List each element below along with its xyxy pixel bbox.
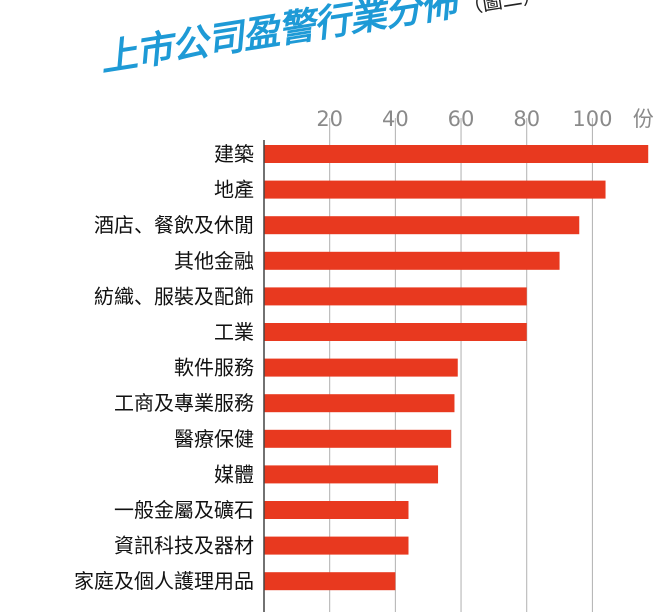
- category-label: 媒體: [214, 462, 254, 486]
- category-label: 軟件服務: [174, 356, 254, 380]
- bar: [264, 323, 527, 341]
- bar: [264, 251, 560, 270]
- category-label: 建築: [214, 142, 254, 166]
- x-tick-label: 80: [513, 107, 540, 131]
- bar: [264, 180, 606, 199]
- category-label: 地產: [214, 178, 254, 202]
- bar: [264, 536, 409, 555]
- bar: [264, 216, 580, 235]
- category-label: 資訊科技及器材: [114, 534, 254, 558]
- x-tick-label: 100: [572, 107, 612, 131]
- bar: [264, 394, 455, 413]
- category-label: 工商及專業服務: [114, 391, 254, 415]
- bar: [264, 358, 458, 377]
- x-axis-unit-label: 份: [633, 107, 654, 131]
- bar: [264, 572, 396, 591]
- bar: [264, 287, 527, 306]
- category-label: 紡織、服裝及配飾: [94, 284, 254, 308]
- x-tick-label: 60: [448, 107, 475, 131]
- x-tick-label: 40: [382, 107, 409, 131]
- category-label: 其他金融: [174, 249, 254, 273]
- bars: [264, 145, 649, 591]
- category-labels: 建築地產酒店、餐飲及休閒其他金融紡織、服裝及配飾工業軟件服務工商及專業服務醫療保…: [74, 142, 254, 593]
- bar: [264, 501, 409, 519]
- x-axis-ticks: 20 40 60 80 100 份: [316, 107, 653, 131]
- category-label: 家庭及個人護理用品: [74, 569, 254, 593]
- category-label: 一般金屬及礦石: [114, 498, 254, 522]
- bar: [264, 145, 649, 163]
- x-tick-label: 20: [316, 107, 343, 131]
- category-label: 醫療保健: [174, 427, 254, 451]
- category-label: 酒店、餐飲及休閒: [94, 213, 254, 237]
- gridlines: [329, 118, 593, 612]
- category-label: 工業: [214, 320, 254, 344]
- bar: [264, 465, 439, 484]
- bar: [264, 429, 452, 448]
